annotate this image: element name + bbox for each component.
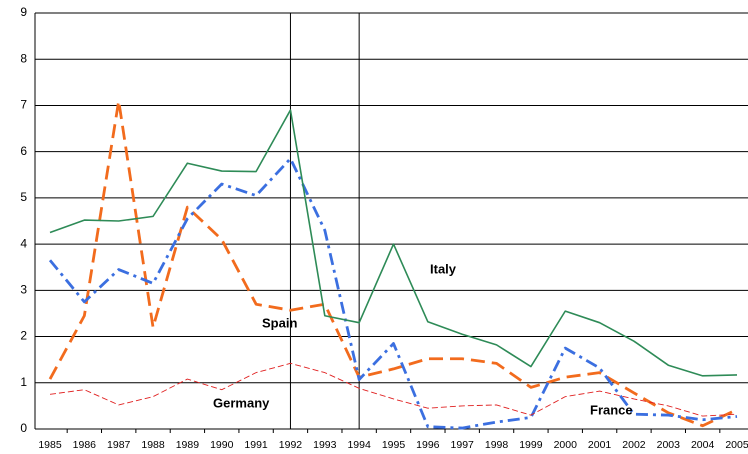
x-tick-label: 1991: [244, 439, 268, 451]
x-tick-label: 2005: [725, 439, 748, 451]
x-tick-label: 1992: [279, 439, 303, 451]
x-tick-label: 2002: [622, 439, 646, 451]
x-tick-label: 2004: [691, 439, 715, 451]
y-tick-label: 6: [20, 144, 27, 158]
x-tick-label: 1986: [73, 439, 97, 451]
y-tick-label: 2: [20, 329, 27, 343]
series-label: Germany: [213, 395, 270, 410]
series-label: France: [590, 402, 633, 417]
x-tick-label: 1996: [416, 439, 440, 451]
x-tick-label: 1988: [141, 439, 165, 451]
x-tick-label: 2001: [588, 439, 612, 451]
x-tick-label: 1987: [107, 439, 131, 451]
x-tick-label: 1990: [210, 439, 234, 451]
series-label: Spain: [262, 315, 297, 330]
x-tick-label: 1985: [38, 439, 62, 451]
series-line: [49, 109, 738, 377]
x-tick-label: 1989: [176, 439, 200, 451]
x-tick-label: 1993: [313, 439, 337, 451]
y-tick-label: 9: [20, 5, 27, 19]
y-tick-label: 5: [20, 190, 27, 204]
series-line: [48, 157, 738, 430]
y-tick-label: 0: [20, 421, 27, 435]
y-tick-label: 7: [20, 98, 27, 112]
y-tick-label: 3: [20, 283, 27, 297]
x-tick-label: 1994: [347, 439, 371, 451]
y-tick-label: 8: [20, 51, 27, 65]
series-line: [49, 362, 738, 417]
x-tick-label: 1995: [382, 439, 406, 451]
x-tick-label: 2000: [554, 439, 578, 451]
x-tick-label: 1998: [485, 439, 509, 451]
series-line: [48, 99, 738, 428]
series-label: Italy: [430, 261, 457, 276]
x-tick-label: 1999: [519, 439, 543, 451]
x-tick-label: 2003: [657, 439, 681, 451]
x-tick-label: 1997: [451, 439, 475, 451]
y-tick-label: 4: [20, 236, 27, 250]
y-tick-label: 1: [20, 375, 27, 389]
